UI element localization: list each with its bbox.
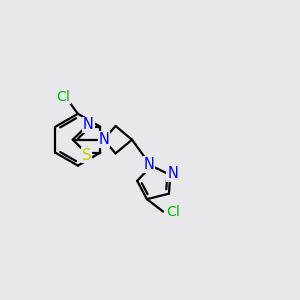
Text: N: N xyxy=(144,157,155,172)
Text: N: N xyxy=(167,166,178,181)
Text: Cl: Cl xyxy=(167,205,180,218)
Text: N: N xyxy=(83,118,94,133)
Text: N: N xyxy=(98,132,109,147)
Text: S: S xyxy=(82,148,92,163)
Text: Cl: Cl xyxy=(56,90,70,104)
